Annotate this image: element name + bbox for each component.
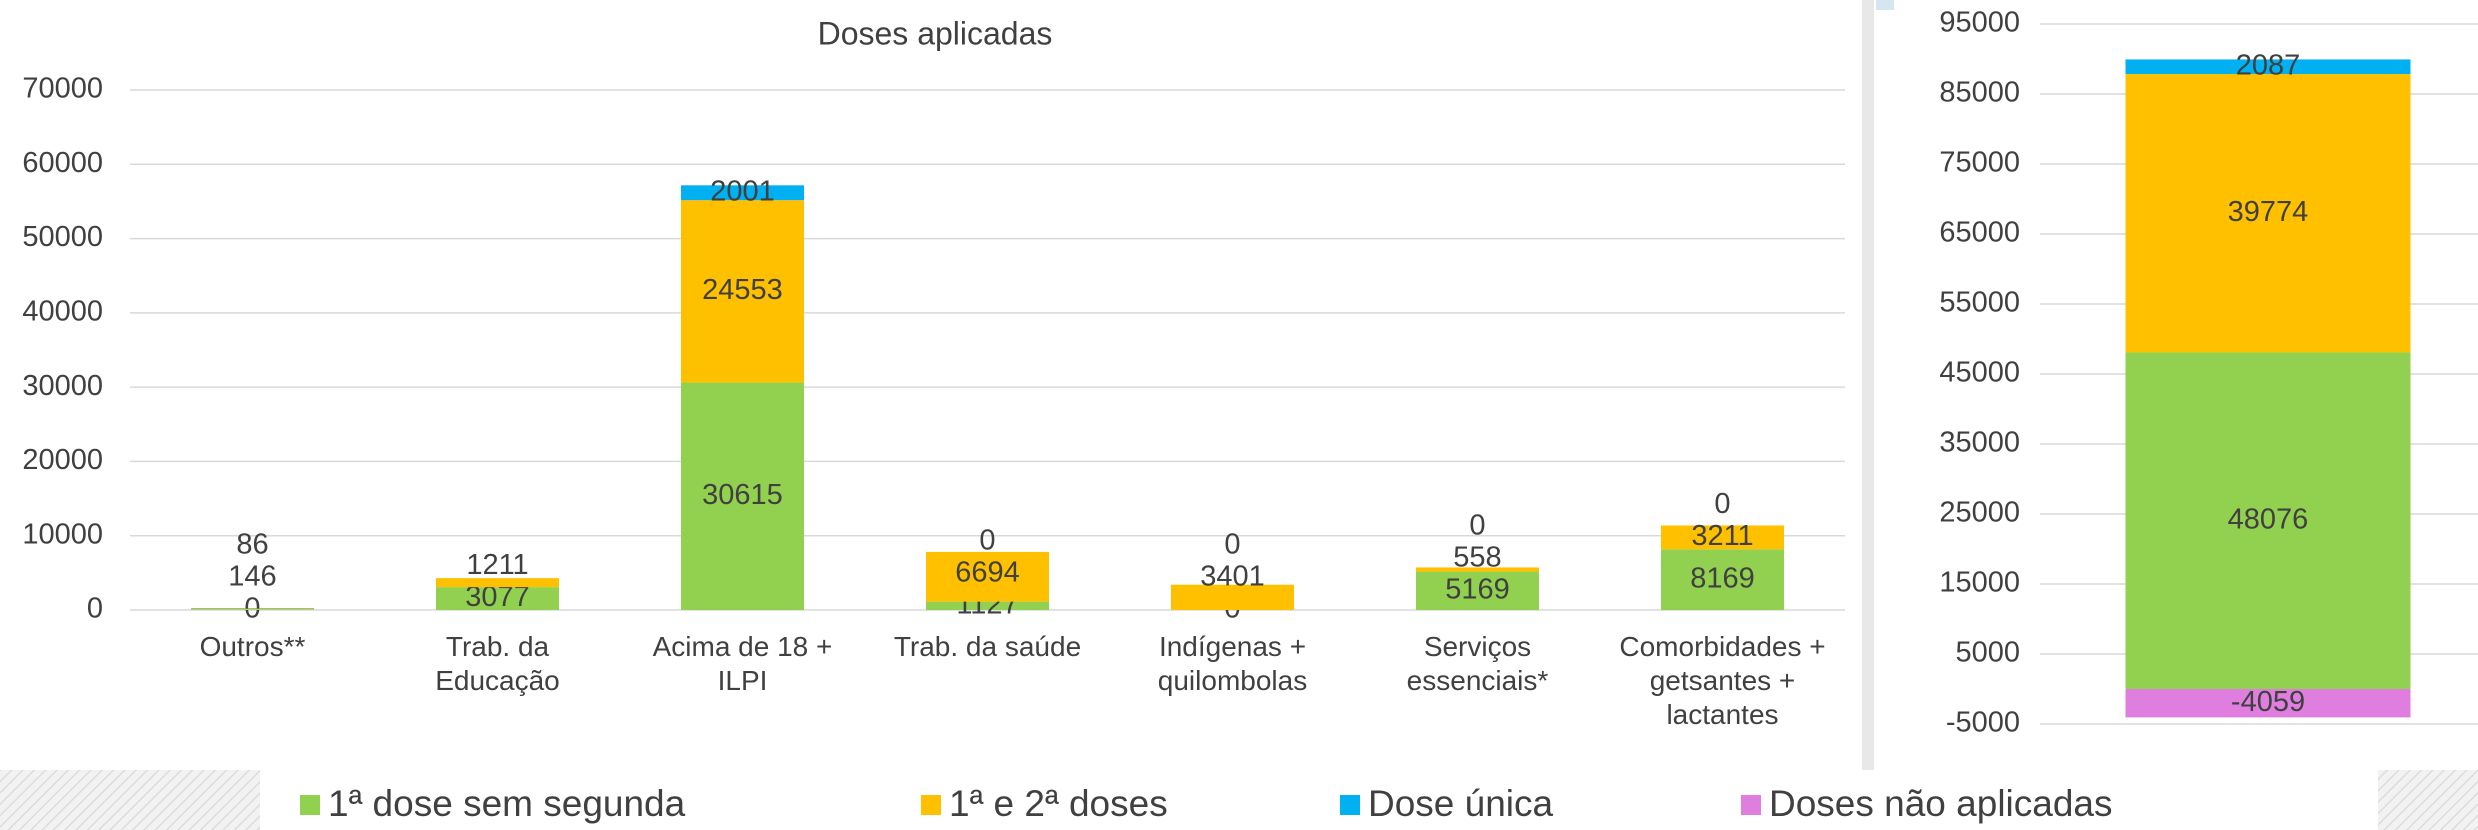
bar-segment	[436, 578, 559, 588]
y-tick-label: 0	[87, 593, 103, 625]
x-tick-label: Outros**	[199, 631, 306, 662]
data-label: 0	[1224, 529, 1240, 561]
bar-segment	[2125, 74, 2411, 353]
bar-segment	[681, 200, 804, 383]
legend-swatch	[921, 795, 941, 815]
bar-segment	[191, 608, 314, 610]
y-tick-label: 15000	[1939, 567, 2020, 599]
y-tick-label: 50000	[22, 221, 103, 253]
bar-segment	[2125, 59, 2411, 75]
y-tick-label: 35000	[1939, 427, 2020, 459]
data-label: 3211	[1691, 520, 1753, 552]
bar-segment	[2125, 689, 2411, 718]
legend-label: Dose única	[1368, 783, 1554, 824]
legend-swatch	[1741, 795, 1761, 815]
data-label: 5169	[1445, 573, 1510, 605]
legend-label: Doses não aplicadas	[1769, 783, 2113, 824]
x-tick-label: Comorbidades + getsantes + lactantes	[1619, 631, 1826, 730]
chart-title: Doses aplicadas	[818, 15, 1053, 51]
bar-segment	[191, 608, 314, 609]
data-label: 2087	[2236, 49, 2301, 81]
separator	[1862, 0, 1874, 770]
bar-segment	[1416, 567, 1539, 572]
y-tick-label: 65000	[1939, 217, 2020, 249]
y-tick-label: 25000	[1939, 497, 2020, 529]
decoration	[1876, 0, 1894, 10]
data-label: 0	[979, 524, 995, 556]
data-label: 146	[228, 561, 276, 593]
data-label: 86	[236, 529, 268, 561]
y-tick-label: 40000	[22, 296, 103, 328]
data-label: 3401	[1200, 561, 1265, 593]
bar-segment	[681, 185, 804, 201]
y-tick-label: 70000	[22, 73, 103, 105]
bar-segment	[436, 587, 559, 610]
bar-segment	[1661, 525, 1784, 550]
bar-segment	[926, 551, 1049, 602]
data-label: 0	[1469, 509, 1485, 541]
bar-segment	[926, 601, 1049, 610]
y-tick-label: 95000	[1939, 7, 2020, 39]
data-label: 24553	[702, 274, 783, 306]
legend-label: 1ª dose sem segunda	[328, 783, 686, 824]
bar-segment	[1416, 571, 1539, 610]
y-tick-label: -5000	[1946, 707, 2020, 739]
data-label: 39774	[2228, 196, 2309, 228]
data-label: 0	[1714, 488, 1730, 520]
legend-box	[260, 770, 2378, 830]
x-tick-label: Trab. da Educação	[435, 631, 560, 696]
y-tick-label: 10000	[22, 518, 103, 550]
bar-segment	[681, 382, 804, 610]
x-tick-label: Serviços essenciais*	[1406, 631, 1549, 696]
x-tick-label: Acima de 18 + ILPI	[652, 631, 833, 696]
data-label: 48076	[2228, 503, 2309, 535]
y-tick-label: 45000	[1939, 357, 2020, 389]
x-tick-label: Trab. da saúde	[893, 631, 1082, 662]
y-tick-label: 5000	[1955, 637, 2020, 669]
x-tick-label: Indígenas + quilombolas	[1157, 631, 1308, 696]
y-tick-label: 55000	[1939, 287, 2020, 319]
bar-segment	[1661, 549, 1784, 610]
y-tick-label: 30000	[22, 370, 103, 402]
data-label: -4059	[2231, 686, 2305, 718]
legend-swatch	[1340, 795, 1360, 815]
y-tick-label: 85000	[1939, 77, 2020, 109]
legend-swatch	[300, 795, 320, 815]
y-tick-label: 60000	[22, 147, 103, 179]
bar-segment	[1171, 584, 1294, 610]
data-label: 8169	[1690, 562, 1755, 594]
data-label: 30615	[702, 479, 783, 511]
legend-label: 1ª e 2ª doses	[949, 783, 1168, 824]
y-tick-label: 75000	[1939, 147, 2020, 179]
data-label: 558	[1453, 541, 1501, 573]
data-label: 2001	[710, 175, 775, 207]
data-label: 6694	[955, 556, 1020, 588]
y-tick-label: 20000	[22, 444, 103, 476]
bar-segment	[2125, 352, 2411, 689]
data-label: 1211	[466, 549, 528, 581]
